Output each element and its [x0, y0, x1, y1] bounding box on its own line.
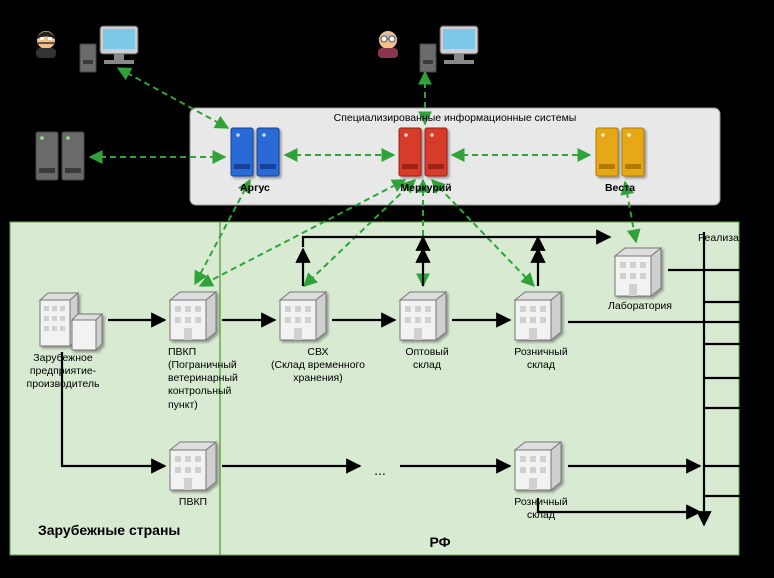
diagram-svg — [0, 0, 774, 573]
foreign-title: Зарубежные страны — [38, 522, 198, 540]
terminal-icon — [420, 26, 478, 72]
vesta-label: Веста — [596, 182, 644, 195]
lab-label: Лаборатория — [600, 300, 680, 313]
foreign-ent-label: Зарубежноепредприятие-производитель — [18, 352, 108, 391]
pvkp2-label: ПВКП — [168, 496, 218, 509]
building-icon — [170, 292, 216, 340]
building-icon — [400, 292, 446, 340]
roz-label: Розничныйсклад — [506, 346, 576, 372]
argus-label: Аргус — [231, 182, 279, 195]
building-icon — [515, 292, 561, 340]
building-icon — [280, 292, 326, 340]
svh-label: СВХ(Склад временногохранения) — [258, 346, 378, 385]
opt-label: Оптовыйсклад — [392, 346, 462, 372]
realization-label: Реализация — [698, 232, 756, 245]
person-icon — [378, 31, 398, 58]
pvkp-label: ПВКП(Пограничныйветеринарныйконтрольныйп… — [168, 346, 268, 412]
rf-title: РФ — [410, 534, 470, 552]
building-icon — [615, 248, 661, 296]
terminal-icon — [80, 26, 138, 72]
building-icon — [515, 442, 561, 490]
server-icon — [36, 132, 84, 180]
diagram-canvas: Специализированные информационные систем… — [0, 0, 774, 573]
dots-label: ... — [368, 462, 392, 480]
building-icon — [170, 442, 216, 490]
systems-title: Специализированные информационные систем… — [265, 112, 645, 125]
roz2-label: Розничныйсклад — [506, 496, 576, 522]
person-icon — [36, 31, 56, 58]
mercury-label: Меркурий — [396, 182, 456, 195]
